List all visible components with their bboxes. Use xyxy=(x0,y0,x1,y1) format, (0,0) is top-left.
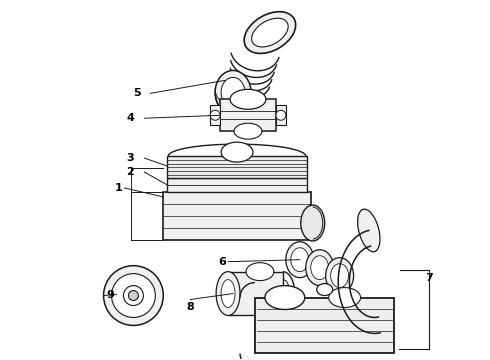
Ellipse shape xyxy=(358,209,380,252)
Text: 9: 9 xyxy=(107,289,115,300)
Ellipse shape xyxy=(265,285,305,310)
Bar xyxy=(167,156,307,178)
Ellipse shape xyxy=(216,272,240,315)
Ellipse shape xyxy=(331,264,348,288)
Ellipse shape xyxy=(370,315,391,351)
Bar xyxy=(228,272,283,315)
Text: 5: 5 xyxy=(134,88,141,98)
Ellipse shape xyxy=(326,258,354,293)
Text: 8: 8 xyxy=(186,302,194,311)
Circle shape xyxy=(123,285,144,306)
Ellipse shape xyxy=(210,110,220,120)
Ellipse shape xyxy=(311,256,329,280)
Ellipse shape xyxy=(246,263,274,280)
Bar xyxy=(255,298,394,353)
Ellipse shape xyxy=(317,284,333,296)
Circle shape xyxy=(128,291,138,301)
Ellipse shape xyxy=(276,110,286,120)
Ellipse shape xyxy=(221,280,235,307)
Circle shape xyxy=(112,274,155,318)
Bar xyxy=(220,99,276,131)
Text: 2: 2 xyxy=(126,167,134,177)
Ellipse shape xyxy=(215,71,251,114)
Ellipse shape xyxy=(252,18,288,47)
Ellipse shape xyxy=(301,205,325,241)
Ellipse shape xyxy=(230,89,266,109)
Ellipse shape xyxy=(234,123,262,139)
Bar xyxy=(167,178,307,192)
Bar xyxy=(210,105,220,125)
Text: 4: 4 xyxy=(126,113,134,123)
Ellipse shape xyxy=(291,248,309,272)
Ellipse shape xyxy=(329,288,361,307)
Bar xyxy=(276,105,286,125)
Text: 6: 6 xyxy=(218,257,226,267)
Ellipse shape xyxy=(221,77,245,107)
Ellipse shape xyxy=(286,242,314,278)
Bar xyxy=(163,192,311,240)
Circle shape xyxy=(103,266,163,325)
Text: 1: 1 xyxy=(115,183,122,193)
Ellipse shape xyxy=(221,142,253,162)
Ellipse shape xyxy=(244,12,295,53)
Ellipse shape xyxy=(306,250,334,285)
Text: 3: 3 xyxy=(126,153,134,163)
Text: 7: 7 xyxy=(425,273,433,283)
